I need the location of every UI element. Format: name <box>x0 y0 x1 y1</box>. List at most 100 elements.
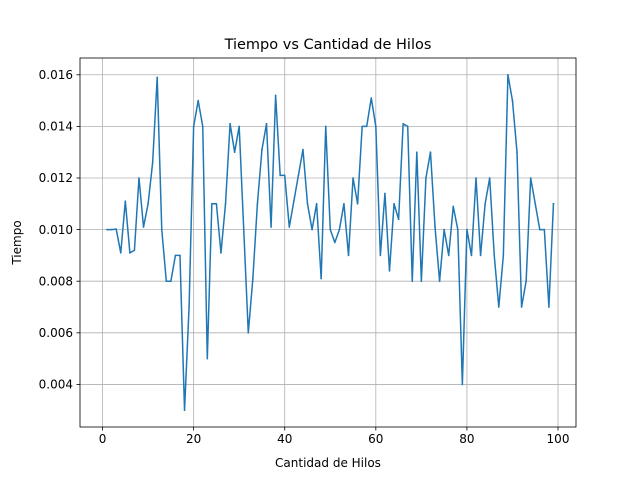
data-point <box>498 306 500 308</box>
data-point <box>538 228 541 231</box>
data-point <box>484 202 486 205</box>
data-point <box>502 254 505 257</box>
data-line-layer <box>106 74 555 411</box>
x-tick-label: 100 <box>547 432 570 446</box>
data-point <box>493 254 496 257</box>
data-point <box>133 249 136 252</box>
data-point <box>274 94 277 97</box>
data-point <box>229 123 231 125</box>
data-point <box>411 280 414 283</box>
data-point <box>525 280 527 283</box>
data-point <box>388 270 391 272</box>
data-point <box>147 202 149 205</box>
data-point <box>192 125 195 128</box>
data-point <box>252 277 254 280</box>
data-point <box>288 226 291 228</box>
data-point <box>334 241 336 244</box>
data-point <box>475 177 477 179</box>
y-axis-ticks: 0.004 0.006 0.008 0.010 0.012 0.014 0.016 <box>39 68 80 392</box>
data-point <box>224 202 227 205</box>
data-point <box>320 277 322 280</box>
data-point <box>406 125 409 128</box>
data-point <box>311 228 313 231</box>
data-point <box>347 254 350 257</box>
data-point <box>329 228 332 231</box>
data-point <box>315 202 318 205</box>
data-point <box>520 306 523 308</box>
data-point <box>242 228 245 231</box>
data-point <box>279 174 281 177</box>
data-point <box>220 252 222 254</box>
x-tick-label: 40 <box>277 432 292 446</box>
data-point <box>138 177 140 179</box>
data-point <box>201 125 204 128</box>
data-point <box>420 280 423 283</box>
x-tick-label: 0 <box>99 432 107 446</box>
data-point <box>270 226 272 228</box>
data-point <box>529 177 532 179</box>
data-point <box>129 252 131 254</box>
y-tick-label: 0.004 <box>39 378 73 392</box>
y-tick-label: 0.010 <box>39 223 73 237</box>
data-point <box>261 148 263 151</box>
data-point <box>265 123 268 125</box>
data-point <box>188 306 190 308</box>
data-point <box>470 254 473 257</box>
data-point <box>402 123 404 125</box>
data-point <box>338 228 341 231</box>
data-point <box>552 202 555 205</box>
x-axis-title: Cantidad de Hilos <box>275 456 381 470</box>
y-tick-label: 0.014 <box>39 120 73 134</box>
data-point <box>452 205 455 208</box>
data-point <box>447 254 450 257</box>
data-point <box>302 148 304 151</box>
data-point <box>256 202 259 205</box>
data-point <box>488 177 491 179</box>
data-point <box>160 228 163 231</box>
data-point <box>324 125 327 128</box>
data-point <box>215 202 218 205</box>
data-point <box>179 254 181 257</box>
data-point <box>511 99 514 102</box>
x-tick-label: 20 <box>186 432 201 446</box>
y-axis-title: Tiempo <box>10 220 24 265</box>
data-point <box>416 151 418 153</box>
data-point <box>534 202 537 205</box>
y-tick-label: 0.008 <box>39 274 73 288</box>
data-point <box>516 151 518 153</box>
x-tick-label: 60 <box>368 432 383 446</box>
data-point <box>466 228 468 231</box>
plot-frame <box>79 57 577 428</box>
data-point <box>119 252 122 254</box>
data-point <box>343 202 345 205</box>
data-point <box>106 228 108 231</box>
data-point <box>283 174 286 177</box>
data-point <box>115 228 118 230</box>
data-point <box>356 202 359 205</box>
y-tick-label: 0.012 <box>39 171 73 185</box>
data-point <box>361 125 363 128</box>
grid <box>80 58 576 427</box>
data-point <box>247 332 250 334</box>
data-point <box>434 226 436 228</box>
y-tick-label: 0.006 <box>39 326 73 340</box>
data-point <box>306 202 309 205</box>
data-point <box>206 357 209 360</box>
data-point <box>479 254 482 257</box>
data-point <box>393 202 395 205</box>
data-point <box>297 174 300 177</box>
data-point-layer <box>106 73 555 412</box>
data-point <box>548 306 550 308</box>
data-point <box>211 202 213 205</box>
data-point <box>165 280 168 283</box>
data-point <box>443 228 445 231</box>
data-point <box>183 409 186 412</box>
data-point <box>174 254 177 257</box>
data-point <box>124 200 127 203</box>
data-point <box>375 125 377 128</box>
data-point <box>429 151 432 153</box>
x-tick-label: 80 <box>459 432 474 446</box>
data-point <box>384 192 386 195</box>
data-point <box>156 76 158 79</box>
